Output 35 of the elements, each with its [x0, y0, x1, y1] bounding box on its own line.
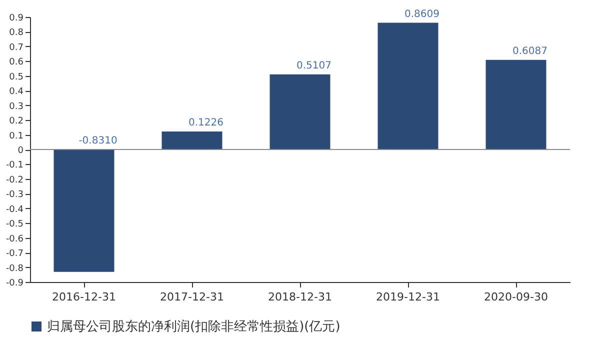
y-tick-label: -0.3 [6, 190, 24, 200]
x-tick-label: 2018-12-31 [268, 290, 332, 304]
y-tick-label: 0.7 [9, 42, 24, 53]
y-tick-label: 0.8 [9, 28, 24, 38]
y-tick-label: -0.7 [6, 249, 24, 260]
bar [54, 150, 114, 272]
bar [486, 60, 546, 150]
y-tick-label: 0 [18, 146, 24, 156]
y-tick-label: -0.5 [6, 220, 24, 230]
y-tick-label: 0.2 [9, 116, 24, 127]
x-tick-label: 2020-09-30 [484, 290, 548, 304]
x-tick-label: 2016-12-31 [52, 290, 116, 304]
data-label: 0.6087 [512, 46, 548, 57]
bar [378, 22, 438, 150]
y-tick-label: -0.9 [6, 278, 24, 288]
y-tick-label: -0.8 [6, 264, 24, 274]
x-tick-label: 2019-12-31 [376, 290, 440, 304]
x-tick-label: 2017-12-31 [160, 290, 224, 304]
data-label: 0.5107 [296, 60, 332, 72]
y-tick-label: -0.1 [6, 160, 24, 171]
y-tick-label: 0.5 [9, 72, 24, 82]
y-tick-label: 0.9 [9, 14, 24, 24]
y-tick-label: -0.6 [6, 234, 24, 244]
data-label: 0.8609 [404, 8, 440, 20]
legend-label: 归属母公司股东的净利润(扣除非经常性损益)(亿元) [47, 320, 340, 334]
y-tick-label: -0.4 [6, 204, 24, 215]
y-tick-label: -0.2 [6, 175, 24, 186]
y-tick-label: 0.6 [9, 58, 24, 68]
data-label: -0.8310 [78, 136, 118, 146]
data-label: 0.1226 [188, 117, 224, 128]
y-tick-label: 0.3 [9, 102, 24, 112]
bar [162, 131, 222, 150]
y-tick-label: 0.4 [9, 87, 24, 98]
bar [270, 74, 330, 150]
y-tick-label: 0.1 [9, 131, 24, 142]
